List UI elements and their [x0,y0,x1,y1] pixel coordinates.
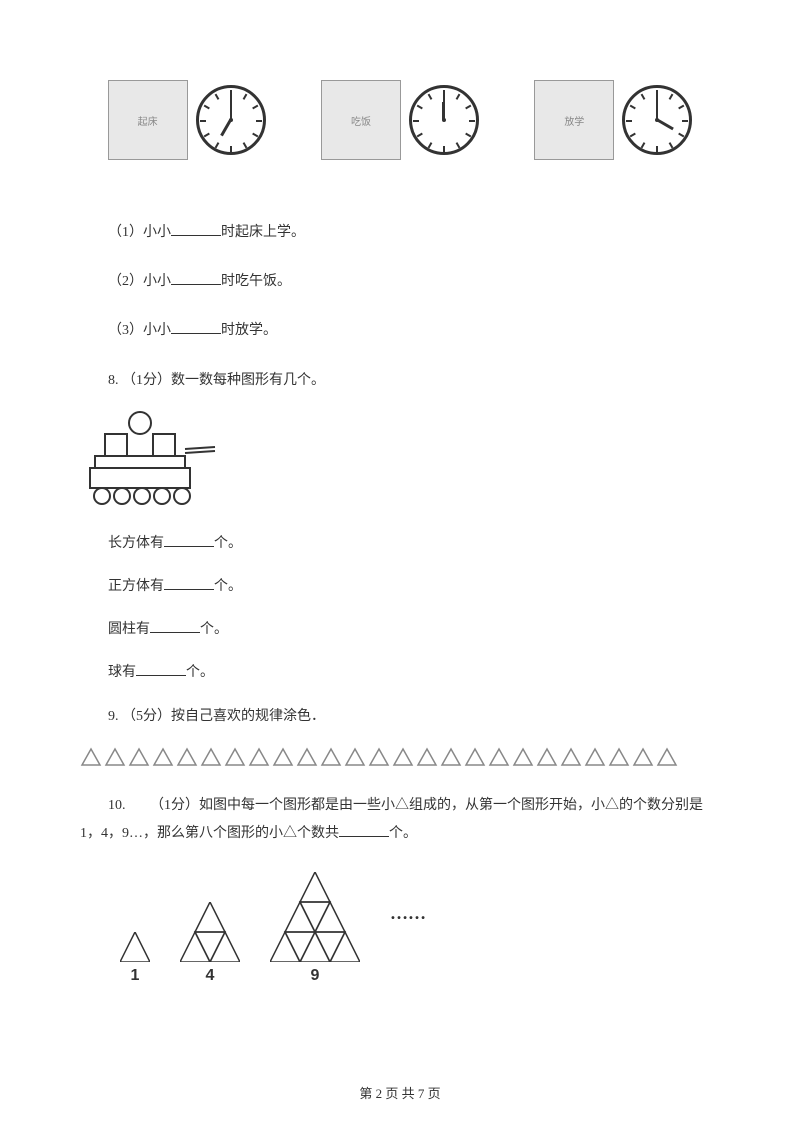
triangle-outline-icon[interactable] [512,747,534,767]
q8-line4-blank[interactable] [136,660,186,676]
scene-wakeup-img: 起床 [108,80,188,160]
triangle-figure: 1 [120,932,150,985]
triangle-outline-icon[interactable] [560,747,582,767]
triangle-outline-icon[interactable] [104,747,126,767]
triangle-outline-icon[interactable] [416,747,438,767]
q10-figures: 1 4 9 …… [120,872,720,985]
scene-group-2: 吃饭 [321,80,479,160]
triangle-figure-label: 4 [206,967,215,985]
clock-3 [622,85,692,155]
q8-line1-blank[interactable] [164,531,214,547]
q8-line4-prefix: 球有 [108,665,136,680]
q7-sub1-blank[interactable] [171,220,221,236]
triangle-outline-icon[interactable] [608,747,630,767]
triangle-outline-icon[interactable] [488,747,510,767]
q8-line1: 长方体有 个。 [80,531,720,556]
scene-school-img: 放学 [534,80,614,160]
q8-line1-prefix: 长方体有 [108,536,164,551]
page-footer: 第 2 页 共 7 页 [0,1083,800,1102]
triangle-outline-icon[interactable] [128,747,150,767]
scene-images-row: 起床 吃饭 [80,60,720,180]
q7-sub2-blank[interactable] [171,269,221,285]
triangle-outline-icon[interactable] [368,747,390,767]
triangle-outline-icon[interactable] [536,747,558,767]
scene-lunch-img: 吃饭 [321,80,401,160]
q7-sub3: （3）小小 时放学。 [80,318,720,343]
footer-text: 第 2 页 共 7 页 [359,1086,440,1101]
q8-line3: 圆柱有 个。 [80,617,720,642]
q8-line4-suffix: 个。 [186,665,214,680]
q8-line2-suffix: 个。 [214,579,242,594]
triangle-outline-icon[interactable] [296,747,318,767]
q7-sub3-prefix: （3）小小 [108,323,171,338]
q8-line1-suffix: 个。 [214,536,242,551]
q7-sub3-suffix: 时放学。 [221,323,277,338]
q8-line2: 正方体有 个。 [80,574,720,599]
q9-header: 9. （5分）按自己喜欢的规律涂色． [80,704,720,729]
scene-group-3: 放学 [534,80,692,160]
clock-2 [409,85,479,155]
triangle-outline-icon[interactable] [224,747,246,767]
q7-sub3-blank[interactable] [171,318,221,334]
triangle-outline-icon[interactable] [344,747,366,767]
tank-figure [80,411,220,511]
triangle-outline-icon[interactable] [392,747,414,767]
triangle-outline-icon[interactable] [272,747,294,767]
triangle-figure: 9 [270,872,360,985]
q7-sub1: （1）小小 时起床上学。 [80,220,720,245]
q8-line3-prefix: 圆柱有 [108,622,150,637]
triangle-figure-label: 1 [131,967,140,985]
triangle-outline-icon[interactable] [200,747,222,767]
q8-line2-blank[interactable] [164,574,214,590]
q7-sub1-prefix: （1）小小 [108,225,171,240]
q8-line3-suffix: 个。 [200,622,228,637]
q8-line2-prefix: 正方体有 [108,579,164,594]
q7-sub2-suffix: 时吃午饭。 [221,274,291,289]
triangle-figure: 4 [180,902,240,985]
triangle-outline-icon[interactable] [152,747,174,767]
q7-sub2-prefix: （2）小小 [108,274,171,289]
clock-1 [196,85,266,155]
q10-text: 10. （1分）如图中每一个图形都是由一些小△组成的，从第一个图形开始，小△的个… [80,792,720,848]
scene-group-1: 起床 [108,80,266,160]
q10-blank[interactable] [339,821,389,837]
q9-triangles-row [80,747,720,767]
q8-line3-blank[interactable] [150,617,200,633]
q7-sub1-suffix: 时起床上学。 [221,225,305,240]
q8-header: 8. （1分）数一数每种图形有几个。 [80,368,720,393]
triangle-outline-icon[interactable] [464,747,486,767]
triangle-outline-icon[interactable] [656,747,678,767]
q10-part2: 个。 [389,826,417,841]
triangle-outline-icon[interactable] [320,747,342,767]
triangle-figure-label: 9 [311,967,320,985]
ellipsis-text: …… [390,903,426,924]
triangle-outline-icon[interactable] [248,747,270,767]
q8-line4: 球有 个。 [80,660,720,685]
q7-sub2: （2）小小 时吃午饭。 [80,269,720,294]
triangle-outline-icon[interactable] [632,747,654,767]
triangle-outline-icon[interactable] [80,747,102,767]
triangle-outline-icon[interactable] [440,747,462,767]
triangle-outline-icon[interactable] [584,747,606,767]
triangle-outline-icon[interactable] [176,747,198,767]
